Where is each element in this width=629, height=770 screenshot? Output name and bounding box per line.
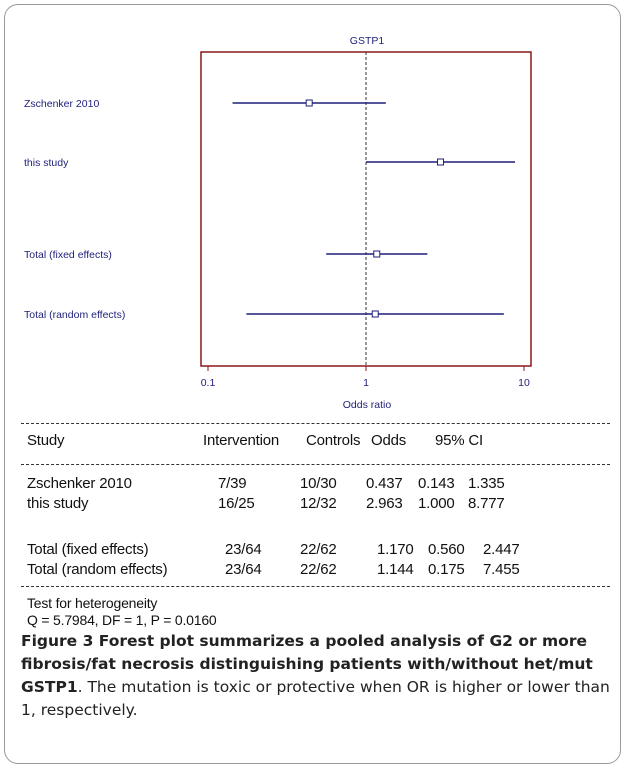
or-marker bbox=[305, 99, 313, 107]
or-marker bbox=[437, 158, 445, 166]
study-label: Total (fixed effects) bbox=[24, 249, 112, 261]
study-label: Zschenker 2010 bbox=[24, 98, 99, 110]
study-label: this study bbox=[24, 157, 69, 169]
or-marker bbox=[371, 310, 379, 318]
x-tick-label: 1 bbox=[363, 377, 369, 389]
x-tick-label: 10 bbox=[518, 377, 530, 389]
chart-title: GSTP1 bbox=[350, 35, 385, 47]
x-tick-label: 0.1 bbox=[201, 377, 216, 389]
study-label: Total (random effects) bbox=[24, 309, 125, 321]
caption-body: . The mutation is toxic or protective wh… bbox=[21, 678, 610, 719]
or-marker bbox=[373, 250, 381, 258]
x-axis-label: Odds ratio bbox=[343, 399, 392, 411]
forest-plot: GSTP1 Zschenker 2010 this study Total (fix… bbox=[24, 35, 532, 411]
caption-title: Figure 3 Forest plot summarizes a pooled… bbox=[21, 632, 593, 696]
figure-frame bbox=[4, 4, 621, 764]
figure-caption: Figure 3 Forest plot summarizes a pooled… bbox=[21, 630, 613, 722]
